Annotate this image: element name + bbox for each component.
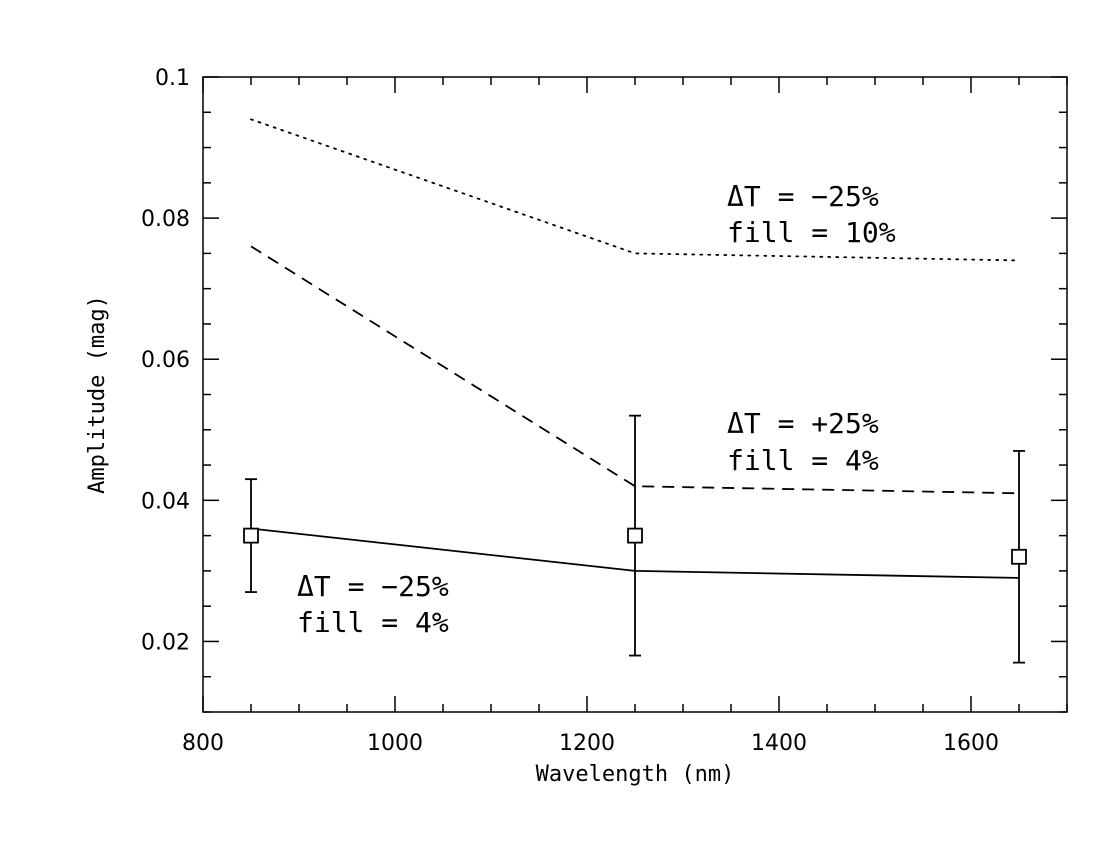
observed-points <box>243 414 1027 664</box>
annotation-dashed-2: fill = 4% <box>727 444 879 477</box>
x-tick-label: 1200 <box>559 731 615 756</box>
y-axis-title: Amplitude (mag) <box>85 295 110 494</box>
y-tick-label: 0.06 <box>141 348 190 373</box>
annotation-solid-line-2: fill = 4% <box>297 606 449 639</box>
annotation-dotted-2: fill = 10% <box>727 216 896 249</box>
x-tick-label: 1600 <box>943 731 999 756</box>
data-point-square <box>627 527 643 544</box>
series-line-dashed <box>250 245 1020 495</box>
annotation-dotted-line-2: fill = 10% <box>727 216 896 249</box>
annotation-dashed: ΔT = +25% <box>727 407 879 440</box>
x-tick-label: 1400 <box>751 731 807 756</box>
annotation-solid: ΔT = −25% <box>297 570 449 603</box>
annotation-dotted: ΔT = −25% <box>727 180 879 213</box>
data-point-square <box>243 527 259 544</box>
series-line-dotted <box>250 118 1020 262</box>
annotation-solid-2: fill = 4% <box>297 606 449 639</box>
plot-frame <box>202 76 1068 713</box>
tick-labels: 800 1000 1200 1400 1600 0.02 0.04 0.06 0.08 0.1 <box>141 66 999 756</box>
annotation-dashed-line-1: ΔT = +25% <box>727 407 879 440</box>
y-tick-label: 0.1 <box>155 66 190 91</box>
y-tick-label: 0.08 <box>141 207 190 232</box>
annotation-dashed-line-2: fill = 4% <box>727 444 879 477</box>
x-axis-title: Wavelength (nm) <box>536 762 735 787</box>
x-tick-label: 1000 <box>367 731 423 756</box>
annotation-dotted-line-1: ΔT = −25% <box>727 180 879 213</box>
y-tick-label: 0.02 <box>141 630 190 655</box>
x-tick-label: 800 <box>182 731 224 756</box>
annotation-solid-line-1: ΔT = −25% <box>297 570 449 603</box>
data-point-square <box>1011 548 1027 565</box>
y-tick-label: 0.04 <box>141 489 190 514</box>
